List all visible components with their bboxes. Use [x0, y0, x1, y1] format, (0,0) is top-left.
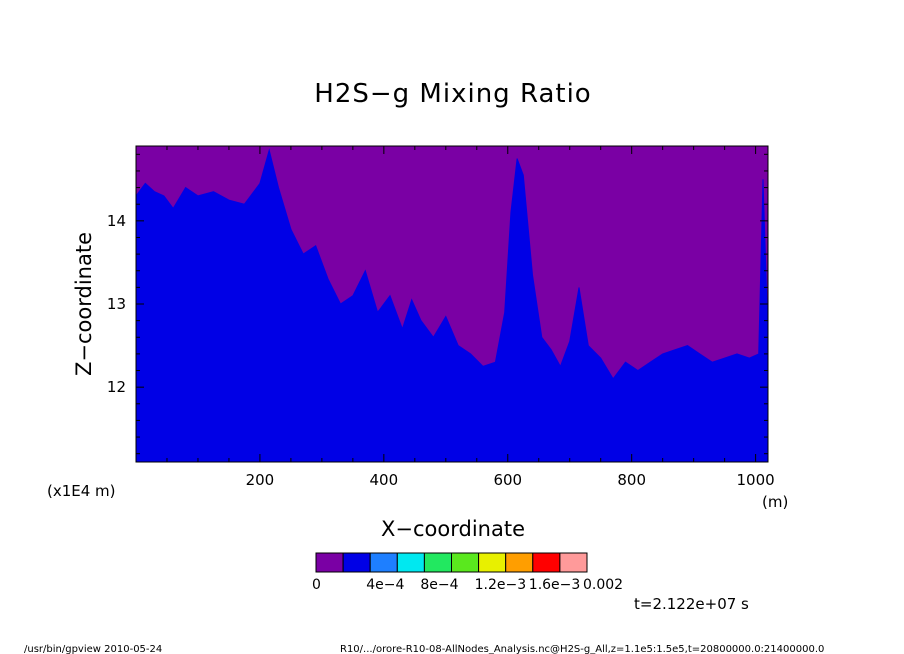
colorbar-swatch-5	[451, 552, 480, 573]
colorbar-label: 0	[312, 577, 321, 593]
colorbar-label: 1.6e−3	[529, 577, 581, 593]
time-annotation: t=2.122e+07 s	[634, 595, 749, 613]
colorbar-swatch-1	[342, 552, 371, 573]
y-unit-label: (x1E4 m)	[47, 482, 116, 500]
colorbar-label: 1.2e−3	[475, 577, 527, 593]
x-tick-label: 400	[370, 471, 399, 489]
colorbar-swatch-3	[396, 552, 425, 573]
colorbar-swatch-4	[423, 552, 452, 573]
x-unit-label: (m)	[762, 493, 788, 511]
colorbar-swatch-2	[369, 552, 398, 573]
footer-right: R10/.../orore-R10-08-AllNodes_Analysis.n…	[340, 644, 824, 654]
x-tick-label: 1000	[737, 471, 775, 489]
y-axis-label: Z−coordinate	[72, 232, 96, 376]
region-level-1	[135, 148, 769, 463]
footer-left: /usr/bin/gpview 2010-05-24	[24, 644, 162, 654]
axes: 200 400 600 800 1000 12 13 14	[107, 145, 775, 489]
x-tick-label: 200	[246, 471, 275, 489]
plot-area	[135, 146, 769, 463]
colorbar-label: 8e−4	[420, 577, 458, 593]
colorbar-swatch-0	[315, 552, 344, 573]
colorbar: 0 4e−4 8e−4 1.2e−3 1.6e−3 0.002	[312, 552, 623, 593]
x-tick-label: 600	[493, 471, 522, 489]
chart-title: H2S−g Mixing Ratio	[314, 79, 591, 109]
colorbar-swatch-8	[532, 552, 561, 573]
colorbar-swatch-6	[478, 552, 507, 573]
colorbar-label: 4e−4	[366, 577, 404, 593]
y-tick-label: 12	[107, 378, 126, 396]
colorbar-swatch-9	[559, 552, 588, 573]
colorbar-swatch-7	[505, 552, 534, 573]
x-axis-label: X−coordinate	[381, 517, 525, 541]
colorbar-label: 0.002	[583, 577, 623, 593]
x-tick-label: 800	[617, 471, 646, 489]
y-tick-label: 13	[107, 295, 126, 313]
y-tick-label: 14	[107, 212, 126, 230]
